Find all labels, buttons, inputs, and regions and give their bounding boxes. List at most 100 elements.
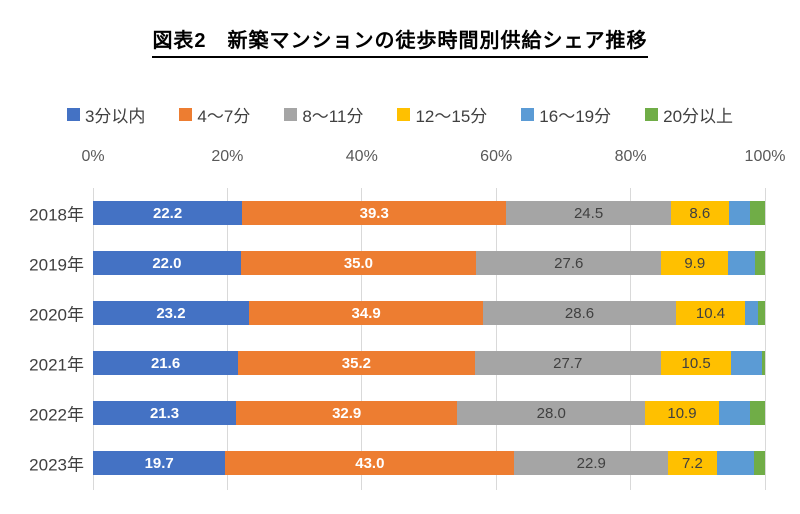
bar-segment [718, 401, 751, 425]
legend-label: 16～19分 [539, 107, 612, 126]
year-label: 2018年 [29, 205, 84, 225]
x-tick-label: 60% [480, 148, 513, 165]
bar-segment [731, 351, 763, 375]
bar-segment [757, 301, 765, 325]
legend-swatch-icon [179, 108, 193, 121]
gridline [226, 188, 228, 490]
bar-row: 2021年 21.6 35.2 27.7 10.5 [29, 351, 765, 375]
bar-segment: 27.6 [476, 251, 662, 275]
year-label: 2023年 [29, 455, 84, 475]
bar-segment: 22.9 [514, 451, 669, 475]
bar-segment: 8.6 [670, 201, 729, 225]
bar-value-label: 22.9 [576, 454, 606, 472]
chart-title-wrap: 図表2 新築マンションの徒歩時間別供給シェア推移 [0, 24, 800, 58]
bar-segment: 39.3 [242, 201, 507, 225]
bar-value-label: 35.0 [343, 254, 374, 272]
gridline [361, 188, 363, 490]
bar-segment [750, 201, 765, 225]
gridline [495, 188, 497, 490]
bar-value-label: 22.0 [152, 254, 182, 272]
bar-segment: 43.0 [225, 451, 515, 475]
bar-value-label: 22.2 [152, 204, 183, 222]
bar-value-label: 9.9 [684, 254, 706, 272]
bar-segment: 21.6 [93, 351, 239, 375]
gridline [630, 188, 632, 490]
legend-swatch-icon [521, 108, 535, 121]
legend-swatch-icon [645, 108, 659, 121]
bar-segment [716, 451, 754, 475]
bar-value-label: 10.9 [667, 404, 697, 422]
legend-label: 4～7分 [197, 107, 251, 126]
legend-item: 12～15分 [397, 102, 487, 127]
plot-area: 2018年 22.2 39.3 24.5 8.6 2019年 22.0 35.0 27.6 9.9… [29, 188, 766, 490]
chart-legend: 3分以内 4～7分 8～11分 12～15分 16～19分 20分以上 [0, 102, 800, 127]
bar-value-label: 27.7 [553, 354, 583, 372]
legend-swatch-icon [397, 108, 411, 121]
bar-segment: 9.9 [661, 251, 728, 275]
bar-value-label: 24.5 [573, 204, 604, 222]
bar-segment: 19.7 [93, 451, 226, 475]
bar-segment: 32.9 [236, 401, 458, 425]
legend-label: 12～15分 [415, 107, 488, 126]
legend-item: 20分以上 [645, 102, 733, 127]
bar-segment [728, 251, 755, 275]
gridline [764, 188, 766, 490]
bar-segment: 10.4 [675, 301, 746, 325]
bar-value-label: 32.9 [332, 404, 362, 422]
bar-segment: 21.3 [93, 401, 237, 425]
legend-label: 20分以上 [663, 107, 734, 126]
legend-item: 4～7分 [179, 102, 250, 127]
legend-swatch-icon [66, 108, 80, 121]
legend-swatch-icon [284, 108, 298, 121]
bar-segment [745, 301, 758, 325]
x-tick-label: 0% [81, 148, 105, 165]
x-tick-label: 100% [744, 148, 786, 165]
legend-item: 8～11分 [284, 102, 363, 127]
bar-segment: 28.6 [483, 301, 676, 325]
x-tick-label: 40% [345, 148, 378, 165]
chart-title: 図表2 新築マンションの徒歩時間別供給シェア推移 [152, 24, 648, 58]
bar-row: 2020年 23.2 34.9 28.6 10.4 [29, 301, 765, 325]
bar-value-label: 21.3 [149, 404, 180, 422]
x-tick-label: 20% [211, 148, 244, 165]
bar-segment [728, 201, 751, 225]
bar-value-label: 43.0 [355, 454, 385, 472]
bar-value-label: 39.3 [359, 204, 389, 222]
bar-segment [754, 251, 765, 275]
bar-segment [762, 351, 765, 375]
bar-value-label: 34.9 [351, 304, 381, 322]
bar-row: 2022年 21.3 32.9 28.0 10.9 [29, 401, 765, 425]
legend-label: 8～11分 [302, 107, 364, 126]
legend-item: 3分以内 [66, 102, 146, 127]
bar-segment: 35.2 [238, 351, 475, 375]
bar-value-label: 19.7 [144, 454, 174, 472]
bar-segment: 7.2 [668, 451, 717, 475]
x-axis: 0% 20% 40% 60% 80% 100% [81, 148, 785, 168]
legend-item: 16～19分 [521, 102, 611, 127]
year-label: 2019年 [29, 255, 84, 275]
bar-value-label: 7.2 [681, 454, 703, 472]
gridline [92, 188, 94, 490]
bar-value-label: 23.2 [156, 304, 186, 322]
bar-segment: 27.7 [474, 351, 661, 375]
bar-row: 2019年 22.0 35.0 27.6 9.9 [29, 251, 765, 275]
bar-segment: 35.0 [240, 251, 477, 275]
bar-value-label: 28.0 [536, 404, 566, 422]
x-tick-label: 80% [614, 148, 647, 165]
bar-value-label: 10.4 [695, 304, 726, 322]
bar-value-label: 35.2 [341, 354, 371, 372]
bar-segment: 28.0 [457, 401, 646, 425]
bar-row: 2023年 19.7 43.0 22.9 7.2 [29, 451, 765, 475]
bar-segment: 22.2 [93, 201, 243, 225]
legend-label: 3分以内 [84, 107, 146, 126]
bar-segment: 23.2 [93, 301, 249, 325]
bar-segment: 22.0 [93, 251, 241, 275]
bar-segment: 10.9 [645, 401, 719, 425]
year-label: 2021年 [29, 355, 84, 375]
bar-value-label: 21.6 [150, 354, 181, 372]
bar-value-label: 10.5 [681, 354, 711, 372]
year-label: 2020年 [29, 305, 84, 325]
bar-segment: 24.5 [506, 201, 671, 225]
bar-segment [750, 401, 765, 425]
